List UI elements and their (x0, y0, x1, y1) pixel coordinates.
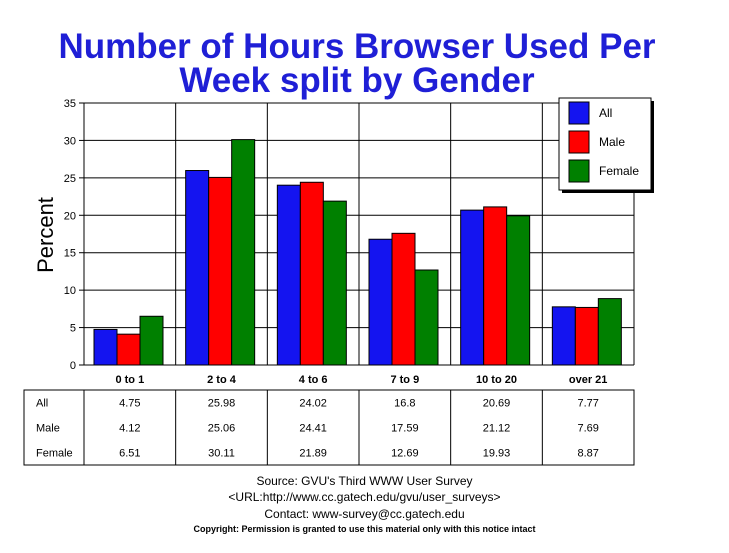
bar-female-0 (139, 315, 164, 366)
table-cell: 21.12 (483, 423, 511, 435)
table-cell: 7.77 (577, 398, 598, 410)
y-axis-label: Percent (33, 197, 58, 273)
bar-male-1 (208, 176, 233, 366)
bar-male-0 (116, 333, 141, 366)
table-cell: 17.59 (391, 423, 419, 435)
chart-title-line-1: Number of Hours Browser Used Per (58, 27, 655, 66)
legend-label-all: All (599, 106, 612, 120)
gridlines (84, 102, 634, 366)
table-cell: 25.06 (208, 423, 236, 435)
legend-label-male: Male (599, 135, 625, 149)
bar-male-4 (483, 206, 508, 366)
y-tick-label: 5 (70, 323, 76, 335)
table-cell: 7.69 (577, 423, 598, 435)
bar-all-0 (93, 328, 118, 366)
axes: 0 5 10 15 20 25 30 35 0 to 1 2 to 4 4 to 6 7 to 9 10… (64, 98, 635, 386)
footer-copyright: Copyright: Permission is granted to use … (193, 524, 536, 534)
table-cell: 16.8 (394, 398, 415, 410)
legend-label-female: Female (599, 164, 639, 178)
table-cell: 30.11 (208, 448, 235, 460)
table-row-label-all: All (36, 398, 48, 410)
y-tick-label: 15 (64, 248, 76, 260)
bar-male-2 (299, 181, 324, 366)
data-table: All 4.75 25.98 24.02 16.8 20.69 7.77 Male 4.12 25… (23, 389, 635, 466)
x-tick-label: 10 to 20 (476, 374, 517, 386)
bar-female-3 (414, 269, 439, 366)
bar-all-2 (276, 184, 301, 366)
x-tick-label: 4 to 6 (299, 374, 328, 386)
footer-contact: Contact: www-survey@cc.gatech.edu (264, 507, 465, 521)
table-cell: 4.12 (119, 423, 140, 435)
bar-male-5 (574, 306, 599, 366)
bar-female-5 (597, 298, 622, 366)
bars (93, 139, 622, 366)
legend-swatch-all (568, 101, 590, 125)
table-border (23, 389, 635, 466)
table-cell: 4.75 (119, 398, 140, 410)
table-cell: 8.87 (577, 448, 598, 460)
table-cell: 24.41 (299, 423, 327, 435)
table-cell: 25.98 (208, 398, 236, 410)
y-tick-label: 30 (64, 135, 76, 147)
legend: All Male Female (558, 97, 654, 193)
table-cell: 12.69 (391, 448, 419, 460)
y-tick-label: 35 (64, 98, 76, 110)
footer-source: Source: GVU's Third WWW User Survey (256, 474, 473, 488)
table-cell: 21.89 (299, 448, 327, 460)
legend-swatch-male (568, 130, 590, 154)
bar-female-2 (322, 200, 347, 366)
footer-url: <URL:http://www.cc.gatech.edu/gvu/user_s… (228, 490, 501, 504)
table-row-label-male: Male (36, 423, 60, 435)
bar-all-4 (460, 209, 485, 366)
table-row-label-female: Female (36, 448, 73, 460)
y-tick-label: 20 (64, 210, 76, 222)
y-tick-label: 25 (64, 173, 76, 185)
x-tick-label: 7 to 9 (390, 374, 419, 386)
y-tick-label: 0 (70, 360, 76, 372)
table-cell: 24.02 (299, 398, 327, 410)
table-cell: 6.51 (119, 448, 140, 460)
table-cell: 19.93 (483, 448, 511, 460)
bar-female-1 (231, 139, 256, 366)
bar-all-1 (185, 170, 210, 366)
x-tick-label: over 21 (569, 374, 608, 386)
bar-all-5 (551, 306, 576, 366)
table-cell: 20.69 (483, 398, 511, 410)
bar-all-3 (368, 238, 393, 366)
bar-male-3 (391, 232, 416, 366)
chart-title-line-2: Week split by Gender (179, 61, 535, 100)
x-tick-label: 0 to 1 (115, 374, 144, 386)
y-tick-label: 10 (64, 285, 76, 297)
x-tick-label: 2 to 4 (207, 374, 237, 386)
bar-female-4 (506, 215, 531, 366)
legend-swatch-female (568, 159, 590, 183)
